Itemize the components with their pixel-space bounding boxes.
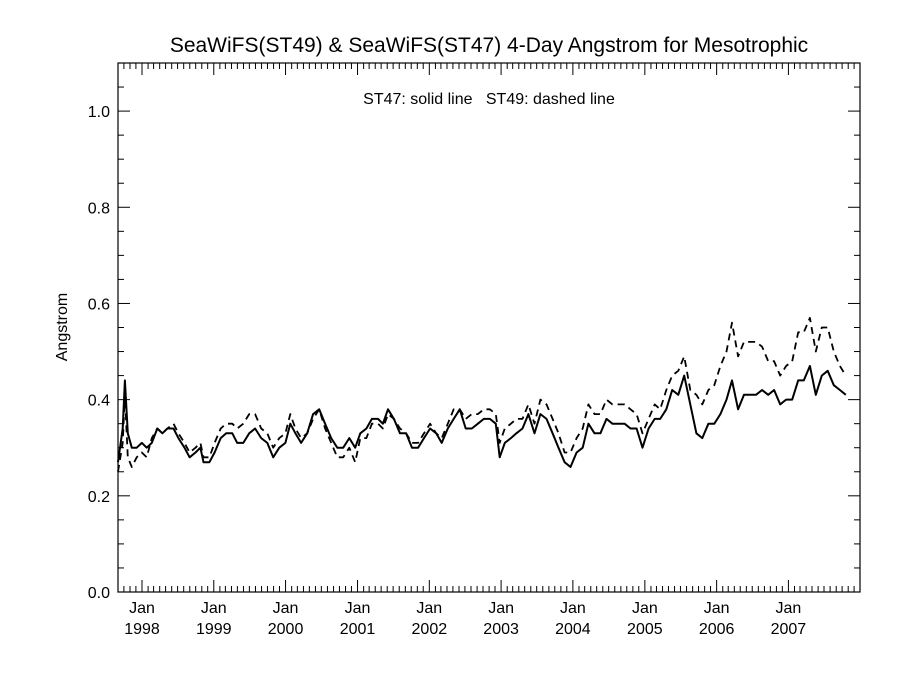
- y-tick-label: 0.8: [88, 200, 110, 217]
- x-tick-month-label: Jan: [201, 600, 227, 617]
- x-tick-year-label: 2001: [340, 621, 376, 638]
- x-tick-year-label: 2004: [555, 621, 591, 638]
- x-tick-year-label: 1998: [124, 621, 160, 638]
- y-tick-label: 1.0: [88, 104, 110, 121]
- x-tick-month-label: Jan: [632, 600, 658, 617]
- x-tick-year-label: 2007: [771, 621, 807, 638]
- x-tick-month-label: Jan: [129, 600, 155, 617]
- x-tick-month-label: Jan: [273, 600, 299, 617]
- st47-solid-line: [117, 365, 847, 468]
- x-tick-month-label: Jan: [704, 600, 730, 617]
- x-tick-month-label: Jan: [416, 600, 442, 617]
- x-tick-year-label: 1999: [196, 621, 232, 638]
- line-style-annotation: ST47: solid line ST49: dashed line: [363, 91, 615, 108]
- x-tick-month-label: Jan: [345, 600, 371, 617]
- y-tick-label: 0.4: [88, 393, 110, 410]
- x-tick-year-label: 2005: [627, 621, 663, 638]
- x-tick-month-label: Jan: [488, 600, 514, 617]
- series-layer: [117, 316, 847, 472]
- x-tick-year-label: 2000: [268, 621, 304, 638]
- y-axis-label: Angstrom: [54, 293, 71, 361]
- x-tick-year-label: 2006: [699, 621, 735, 638]
- x-tick-year-label: 2003: [483, 621, 519, 638]
- y-axis: 0.0 0.2 0.4 0.6 0.8 1.0: [88, 62, 860, 602]
- chart-title: SeaWiFS(ST49) & SeaWiFS(ST47) 4-Day Angs…: [170, 34, 808, 57]
- plot-frame: [117, 62, 861, 593]
- st49-dashed-line: [117, 316, 847, 472]
- y-tick-label: 0.6: [88, 296, 110, 313]
- y-tick-label: 0.0: [88, 585, 110, 602]
- x-tick-month-label: Jan: [776, 600, 802, 617]
- x-tick-month-label: Jan: [560, 600, 586, 617]
- x-tick-year-label: 2002: [412, 621, 448, 638]
- x-axis: Jan 1998 Jan 1999 Jan 2000 Jan 2001 Jan 2002 Jan 20…: [123, 63, 855, 638]
- y-tick-label: 0.2: [88, 489, 110, 506]
